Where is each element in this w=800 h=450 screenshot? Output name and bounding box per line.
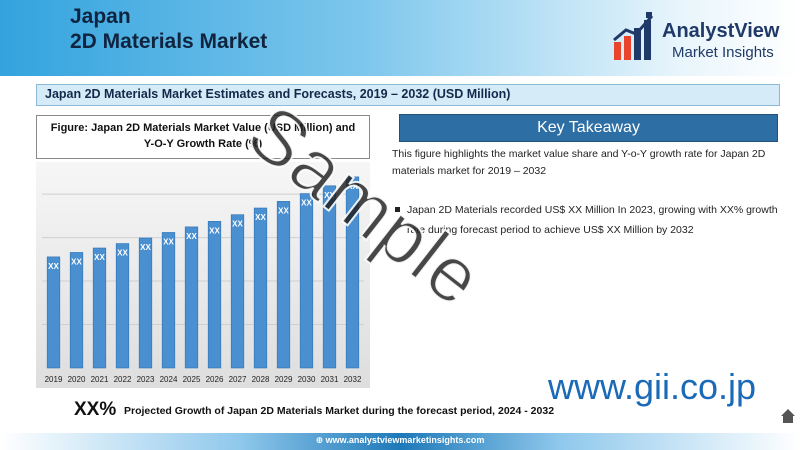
bar-chart-area: XX 2019 XX 2020 XX 2021 XX 2022 XX 2023 XX 2024 XX 20… (36, 162, 370, 388)
globe-icon: ⊕ (315, 435, 326, 445)
gii-watermark: www.gii.co.jp (548, 366, 757, 407)
data-label-2024: XX (163, 237, 174, 246)
section-title: Japan 2D Materials Market Estimates and … (45, 87, 511, 101)
tick-label-2025: 2025 (183, 375, 201, 384)
projected-growth: XX% Projected Growth of Japan 2D Materia… (74, 399, 694, 423)
tick-label-2021: 2021 (91, 375, 109, 384)
growth-description: Projected Growth of Japan 2D Materials M… (124, 405, 555, 417)
growth-value: XX% (74, 399, 117, 420)
figure-caption: Figure: Japan 2D Materials Market Value … (37, 120, 369, 152)
bar-2031 (322, 185, 337, 369)
tick-label-2023: 2023 (137, 375, 155, 384)
data-label-2021: XX (94, 253, 105, 262)
data-label-2029: XX (278, 206, 289, 215)
analystview-logo: AnalystView Market Insights (610, 8, 790, 68)
data-label-2025: XX (186, 232, 197, 241)
data-label-2022: XX (117, 249, 128, 258)
home-icon[interactable] (780, 408, 796, 424)
logo-tagline: Market Insights (672, 44, 774, 61)
figure-caption-line-2: Y-O-Y Growth Rate (%) (143, 138, 263, 150)
tick-label-2022: 2022 (114, 375, 132, 384)
bar-2021 (92, 247, 107, 369)
bar-2024 (161, 232, 176, 369)
tick-label-2026: 2026 (206, 375, 224, 384)
bar-2022 (115, 243, 130, 369)
bar-2029 (276, 201, 291, 369)
bar-2019 (46, 256, 61, 369)
footer-url-text[interactable]: www.analystviewmarketinsights.com (325, 435, 485, 445)
bar-2026 (207, 221, 222, 369)
bullet-icon (395, 207, 400, 212)
data-label-2032: XX (347, 182, 358, 191)
bar-chart: XX 2019 XX 2020 XX 2021 XX 2022 XX 2023 XX 2024 XX 20… (42, 176, 364, 384)
tick-label-2024: 2024 (160, 375, 178, 384)
tick-label-2032: 2032 (344, 375, 362, 384)
header-banner: Japan 2D Materials Market AnalystView Ma… (0, 0, 800, 76)
bar-2023 (138, 237, 153, 369)
figure-caption-box: Figure: Japan 2D Materials Market Value … (36, 115, 370, 159)
tick-label-2029: 2029 (275, 375, 293, 384)
data-label-2020: XX (71, 257, 82, 266)
tick-label-2019: 2019 (45, 375, 63, 384)
logo-name: AnalystView (662, 20, 780, 42)
bar-2032 (345, 176, 360, 369)
footer-url[interactable]: ⊕ www.analystviewmarketinsights.com (0, 435, 800, 446)
bar-2025 (184, 226, 199, 369)
bar-2030 (299, 193, 314, 369)
bar-2020 (69, 252, 84, 369)
key-takeaway-header: Key Takeaway (399, 114, 778, 142)
bar-2027 (230, 214, 245, 369)
tick-label-2031: 2031 (321, 375, 339, 384)
analystview-logo-icon (613, 12, 654, 60)
data-label-2031: XX (324, 191, 335, 200)
data-label-2027: XX (232, 220, 243, 229)
title-line-2: 2D Materials Market (70, 30, 268, 53)
key-takeaway-description: This figure highlights the market value … (392, 148, 766, 177)
page-title: Japan 2D Materials Market (70, 4, 267, 54)
data-label-2019: XX (48, 262, 59, 271)
tick-label-2020: 2020 (68, 375, 86, 384)
key-takeaway-title: Key Takeaway (537, 119, 640, 136)
figure-caption-line-1: Figure: Japan 2D Materials Market Value … (50, 122, 356, 134)
footer-bar: ⊕ www.analystviewmarketinsights.com (0, 433, 800, 450)
data-label-2028: XX (255, 213, 266, 222)
tick-label-2027: 2027 (229, 375, 247, 384)
data-label-2030: XX (301, 199, 312, 208)
data-label-2026: XX (209, 226, 220, 235)
bar-2028 (253, 207, 268, 369)
data-label-2023: XX (140, 243, 151, 252)
key-takeaway-bullet-text: Japan 2D Materials recorded US$ XX Milli… (407, 204, 778, 236)
section-header: Japan 2D Materials Market Estimates and … (36, 84, 780, 106)
title-line-1: Japan (70, 5, 131, 28)
tick-label-2028: 2028 (252, 375, 270, 384)
key-takeaway-bullet: Japan 2D Materials recorded US$ XX Milli… (395, 200, 783, 240)
tick-label-2030: 2030 (298, 375, 316, 384)
